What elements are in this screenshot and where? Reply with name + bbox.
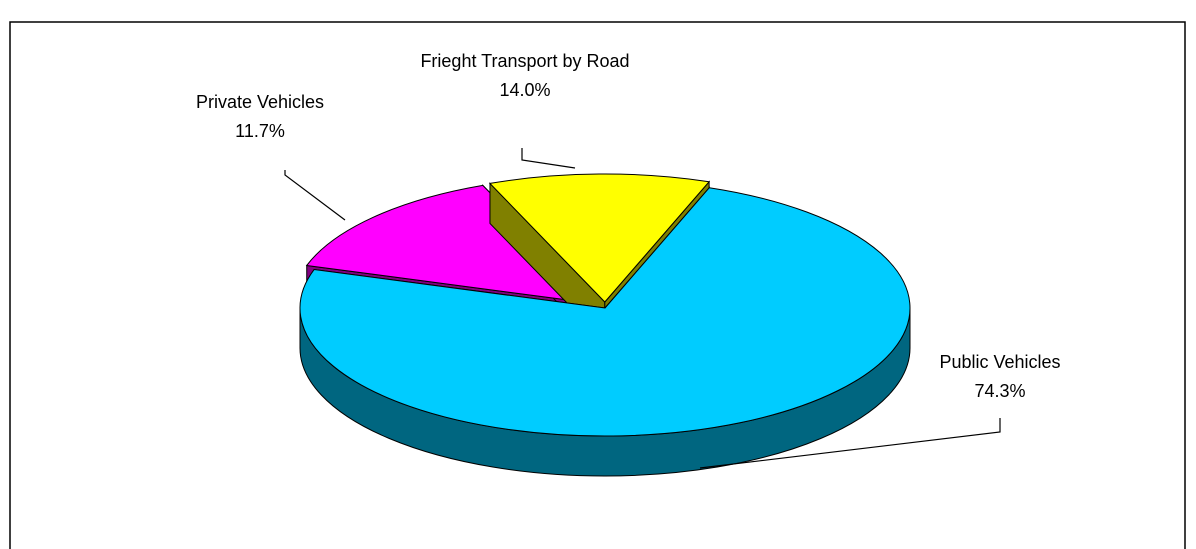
- pie-slice: [299, 187, 911, 437]
- label-name: Private Vehicles: [195, 92, 325, 112]
- data-label: Public Vehicles 74.3%: [900, 348, 1100, 406]
- label-value: 14.0%: [499, 80, 551, 100]
- leader-line: [699, 418, 1001, 469]
- label-value: 11.7%: [235, 121, 285, 141]
- data-label: Frieght Transport by Road 14.0%: [405, 47, 645, 105]
- label-name: Frieght Transport by Road: [420, 51, 630, 71]
- pie-slice: [488, 173, 711, 303]
- data-label: Private Vehicles 11.7%: [160, 88, 360, 146]
- label-name: Public Vehicles: [939, 352, 1061, 372]
- leader-line: [521, 148, 576, 169]
- pie-slice: [305, 184, 600, 305]
- label-value: 74.3%: [974, 381, 1026, 401]
- leader-line: [284, 170, 346, 221]
